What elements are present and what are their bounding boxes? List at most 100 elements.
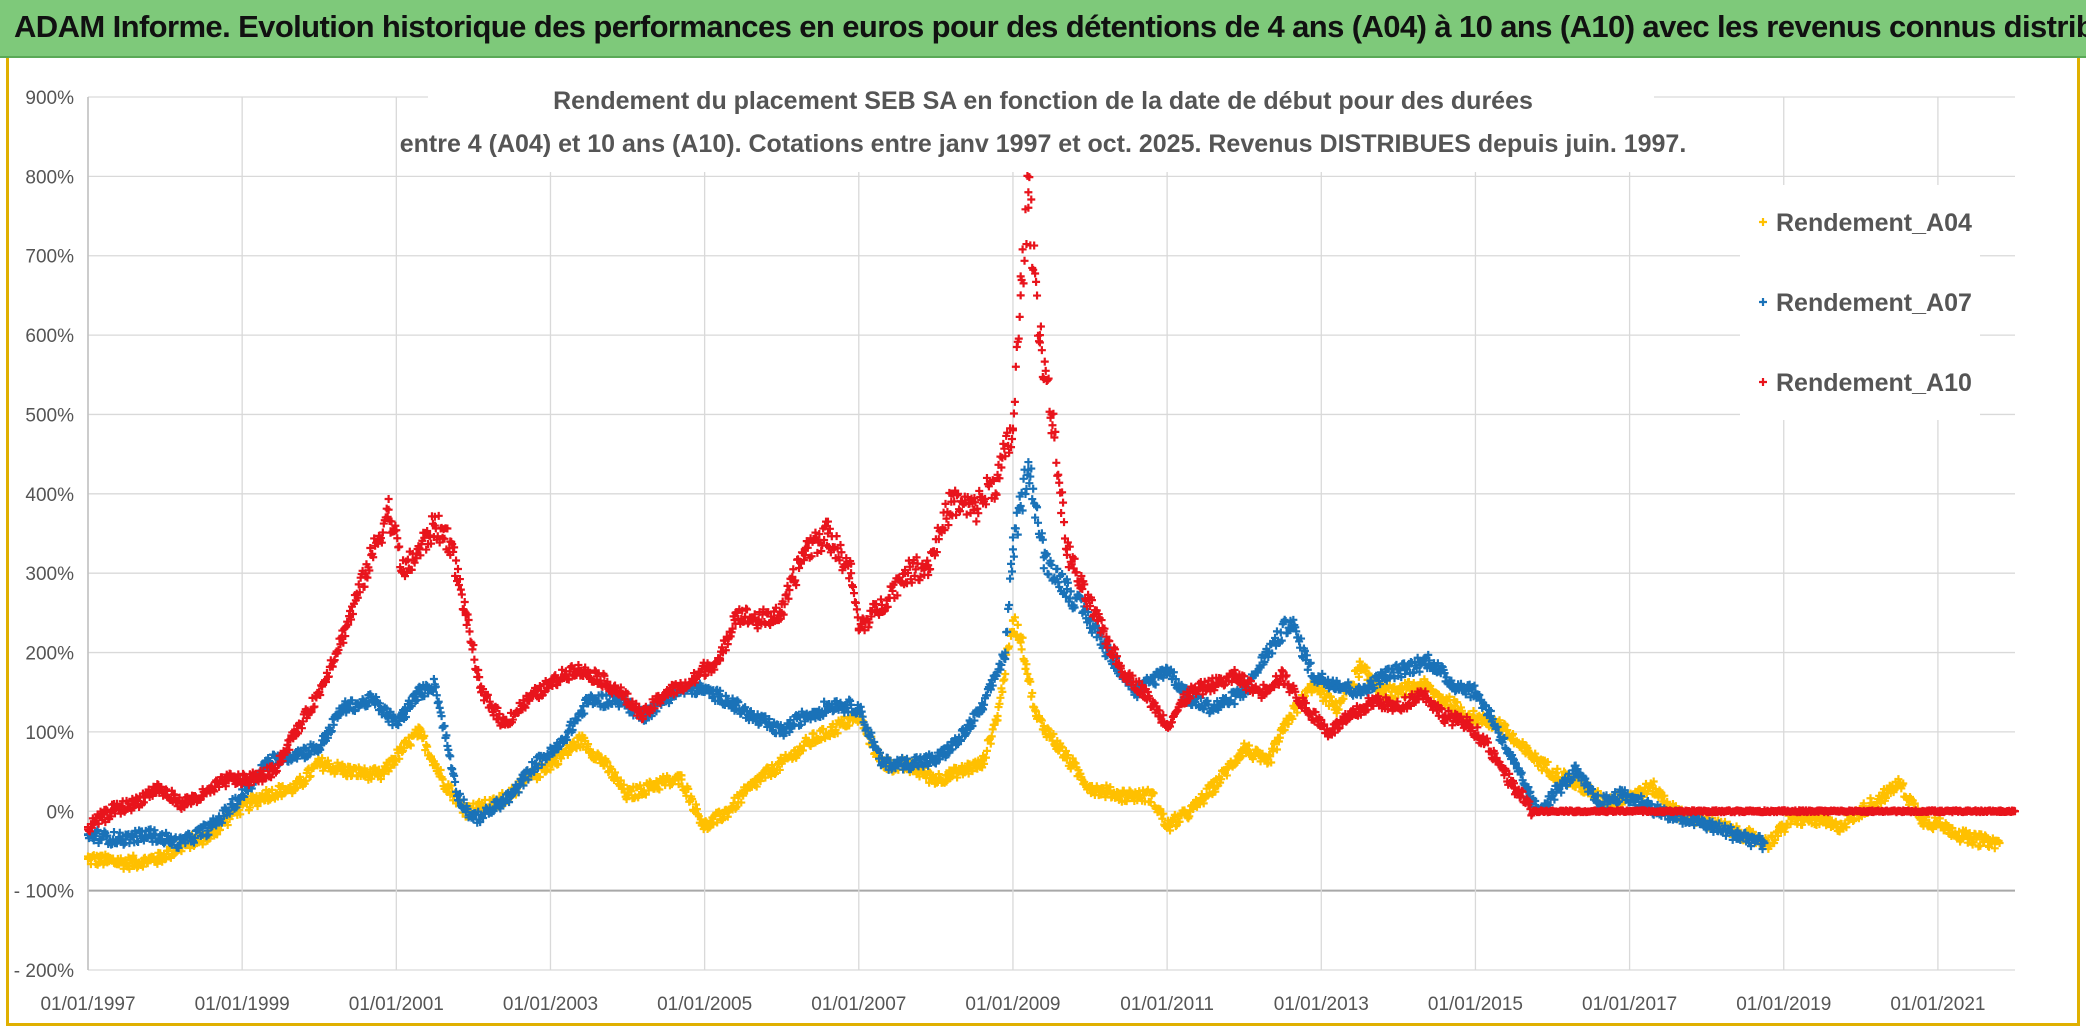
data-point [438,775,447,784]
data-point [1339,694,1348,703]
data-point [129,851,138,860]
data-point [1007,559,1016,568]
x-tick-label: 01/01/2013 [1274,994,1369,1015]
data-point [420,731,429,740]
data-point [1020,256,1029,265]
data-point [616,776,625,785]
data-point [1146,798,1155,807]
data-point [417,727,426,736]
data-point [849,589,858,598]
data-point [1495,716,1504,725]
data-point [1334,705,1343,714]
data-points [84,171,2019,873]
data-point [677,771,686,780]
data-point [1016,291,1025,300]
y-tick-label: 700% [25,247,74,268]
y-tick-label: - 200% [14,961,74,982]
data-point [1008,567,1016,576]
data-point [981,753,990,762]
data-point [1122,797,1131,806]
data-point [1288,714,1297,723]
data-point [1453,698,1462,707]
banner: ADAM Informe. Evolution historique des p… [0,0,2086,58]
data-point [775,765,784,774]
data-point [732,803,741,812]
data-point [1786,820,1795,829]
x-tick-label: 01/01/2001 [349,994,444,1015]
data-point [1022,660,1031,669]
data-point [688,795,697,804]
data-point [1990,844,1999,853]
y-axis-ticks: - 200%- 100%0%100%200%300%400%500%600%70… [14,88,74,982]
data-point [1106,783,1115,792]
data-point [1010,613,1019,622]
data-point [1280,725,1289,734]
data-point [1267,758,1276,767]
x-tick-label: 01/01/2003 [503,994,598,1015]
y-tick-label: 500% [25,405,74,426]
data-point [399,746,408,755]
data-point [603,758,612,767]
data-point [318,754,327,763]
data-point [1016,638,1025,647]
y-tick-label: 300% [25,564,74,585]
y-tick-label: 400% [25,485,74,506]
data-point [998,687,1007,696]
data-point [236,810,245,819]
data-point [1013,620,1022,629]
data-point [993,716,1002,725]
data-point [819,725,828,734]
data-point [986,739,995,748]
data-point [968,767,977,776]
data-point [1010,397,1019,406]
chart-frame [6,58,2080,1026]
x-tick-label: 01/01/2011 [1120,994,1214,1015]
x-tick-label: 01/01/2005 [657,994,752,1015]
data-point [1899,779,1908,788]
data-point [1166,826,1175,835]
x-tick-label: 01/01/1999 [195,994,290,1015]
data-point [1175,817,1184,826]
data-point [1881,793,1890,802]
data-point [245,803,254,812]
data-point [554,760,563,769]
data-point [1284,719,1293,728]
data-point [1217,775,1226,784]
data-point [470,655,479,664]
data-point [153,859,162,868]
data-point [584,740,593,749]
data-point [996,693,1005,702]
data-point [1445,692,1454,701]
y-tick-label: 200% [25,644,74,665]
data-point [789,565,798,574]
data-point [619,780,628,789]
data-point [1354,672,1363,681]
data-point [1159,809,1168,818]
data-point [1362,663,1371,672]
x-axis-ticks: 01/01/1997 01/01/1999 01/01/2001 01/01/2003… [40,994,1985,1015]
data-point [406,741,415,750]
data-point [1850,815,1859,824]
data-point [1660,791,1669,800]
data-point [684,784,693,793]
y-tick-label: 0% [47,802,75,823]
banner-title: ADAM Informe. Evolution historique des p… [14,9,2086,44]
x-tick-label: 01/01/2019 [1736,994,1831,1015]
data-point [1543,757,1552,766]
data-point [1245,741,1254,750]
data-point [306,772,315,781]
data-point [1037,716,1046,725]
data-point [743,605,752,614]
data-point [268,785,277,794]
data-point [379,769,388,778]
data-point [1024,188,1033,197]
x-tick-label: 01/01/2009 [965,994,1060,1015]
data-point [393,534,402,543]
data-point [1275,733,1284,742]
data-point [436,766,445,775]
data-point [1649,777,1658,786]
data-point [809,729,818,738]
data-point [1026,677,1035,686]
data-point [1509,730,1518,739]
